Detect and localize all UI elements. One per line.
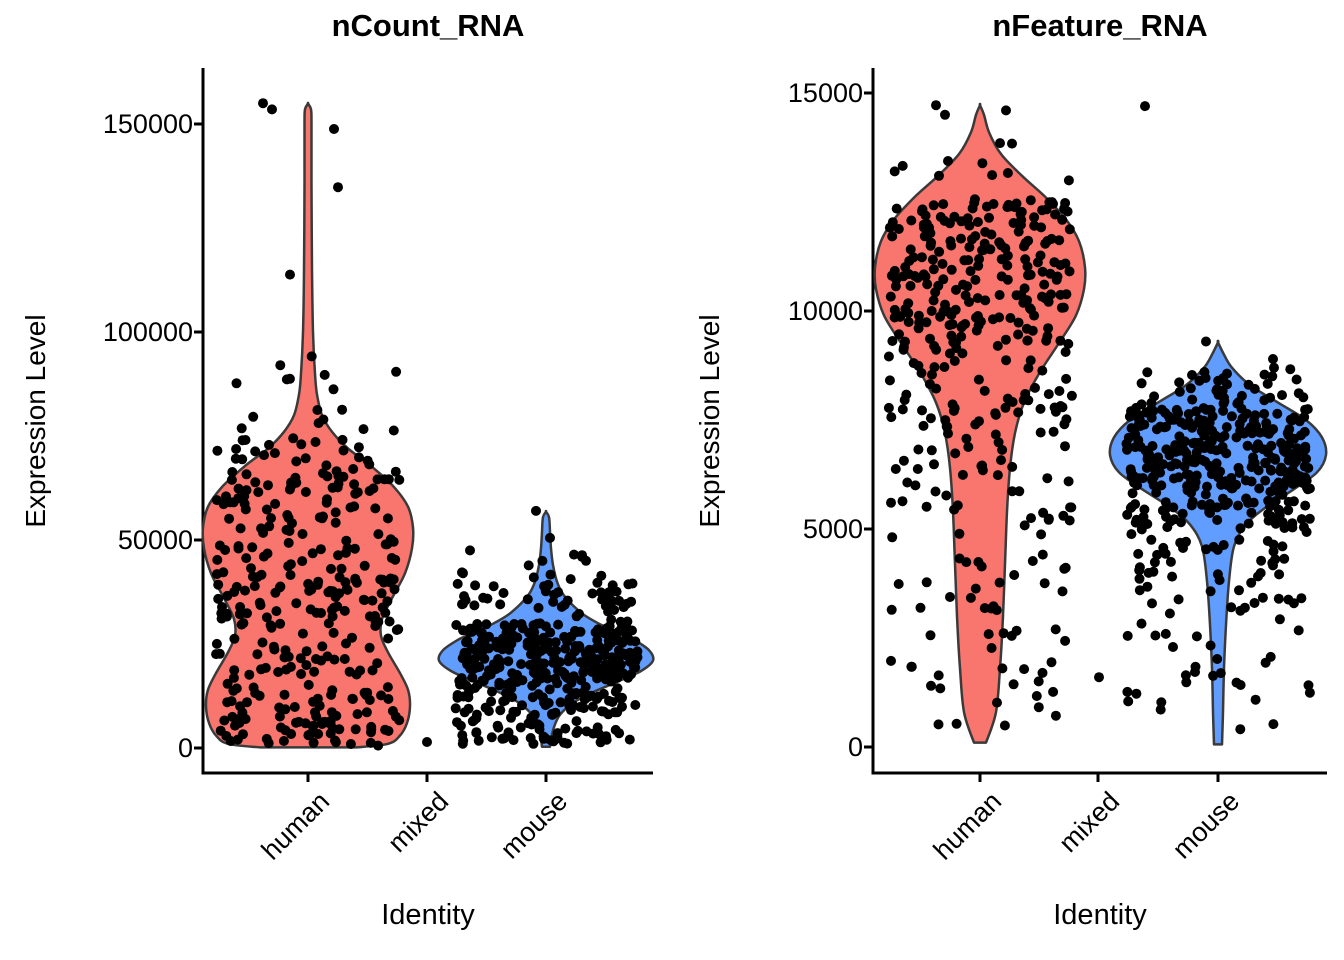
panel-nCount_RNA xyxy=(194,68,655,782)
points-human xyxy=(883,100,1077,731)
panel-ncount-ytick-0: 0 xyxy=(177,733,193,763)
panel-nfeature-title: nFeature_RNA xyxy=(992,8,1208,43)
points-mouse xyxy=(450,505,643,749)
panel-nfeature-x-axis-label: Identity xyxy=(1053,899,1147,931)
panel-nfeature-ytick-5000: 5000 xyxy=(802,514,863,544)
panel-ncount-x-axis-label: Identity xyxy=(381,899,475,931)
points-mixed xyxy=(422,737,432,747)
points-human xyxy=(211,98,405,751)
panel-nFeature_RNA xyxy=(864,68,1328,782)
points-mouse xyxy=(1121,101,1315,735)
panel-ncount-y-axis-label: Expression Level xyxy=(20,314,51,528)
panel-ncount-ytick-50000: 50000 xyxy=(117,525,193,555)
panel-ncount-ytick-100000: 100000 xyxy=(102,317,193,347)
panel-nfeature-ytick-0: 0 xyxy=(847,732,863,762)
panel-nfeature-y-axis-label: Expression Level xyxy=(694,314,725,528)
panel-nfeature-ytick-15000: 15000 xyxy=(787,78,863,108)
panel-ncount-title: nCount_RNA xyxy=(331,8,525,43)
panel-ncount-ytick-150000: 150000 xyxy=(102,109,193,139)
points-mixed xyxy=(1094,672,1104,683)
panel-nfeature-ytick-10000: 10000 xyxy=(787,296,863,326)
